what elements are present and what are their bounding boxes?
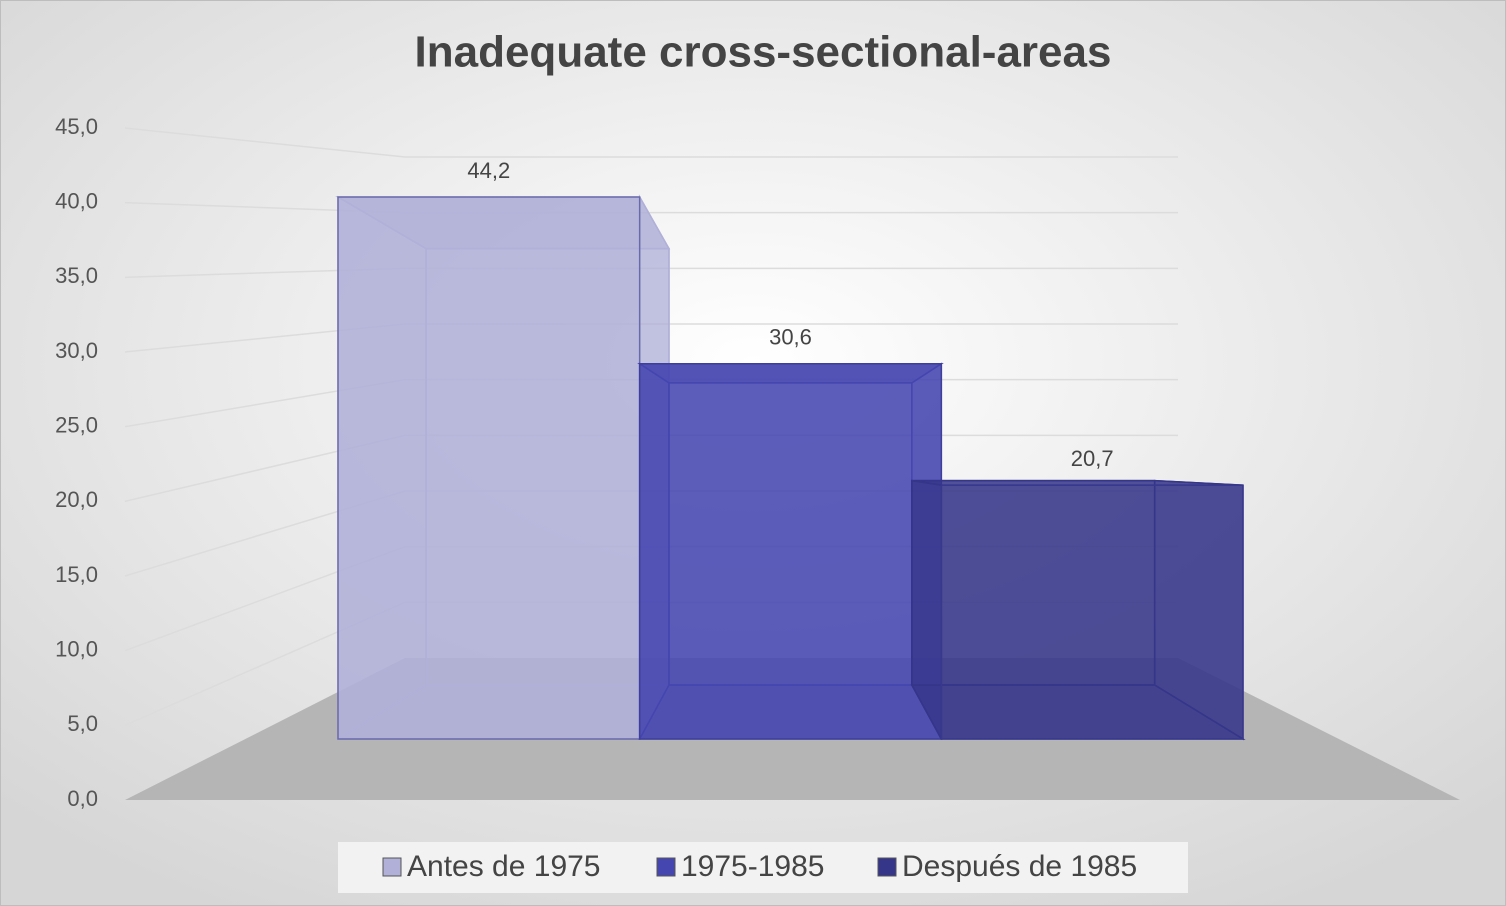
y-tick-label: 40,0 bbox=[55, 188, 98, 213]
legend-swatch bbox=[656, 857, 676, 877]
bar-group bbox=[637, 362, 944, 740]
y-tick-label: 5,0 bbox=[67, 711, 98, 736]
legend bbox=[338, 842, 1188, 893]
y-tick-label: 30,0 bbox=[55, 338, 98, 363]
bar-group bbox=[910, 479, 1246, 741]
bar bbox=[337, 196, 641, 740]
y-tick-label: 20,0 bbox=[55, 487, 98, 512]
y-tick-label: 25,0 bbox=[55, 412, 98, 437]
data-label: 20,7 bbox=[1071, 446, 1114, 471]
y-tick-label: 0,0 bbox=[67, 786, 98, 811]
bar bbox=[940, 484, 1244, 740]
y-tick-label: 45,0 bbox=[55, 114, 98, 139]
data-label: 30,6 bbox=[769, 325, 812, 350]
legend-label: 1975-1985 bbox=[681, 850, 824, 883]
legend-swatch bbox=[877, 857, 897, 877]
grid-line bbox=[124, 127, 1178, 158]
legend-label: Antes de 1975 bbox=[407, 850, 601, 883]
y-tick-label: 15,0 bbox=[55, 562, 98, 587]
y-tick-label: 10,0 bbox=[55, 636, 98, 661]
y-tick-label: 35,0 bbox=[55, 263, 98, 288]
bar bbox=[638, 363, 943, 740]
legend-label: Después de 1985 bbox=[902, 850, 1137, 883]
chart-title: Inadequate cross-sectional-areas bbox=[415, 28, 1112, 77]
legend-swatch bbox=[382, 857, 402, 877]
data-label: 44,2 bbox=[467, 158, 510, 183]
bar-group bbox=[335, 194, 671, 741]
